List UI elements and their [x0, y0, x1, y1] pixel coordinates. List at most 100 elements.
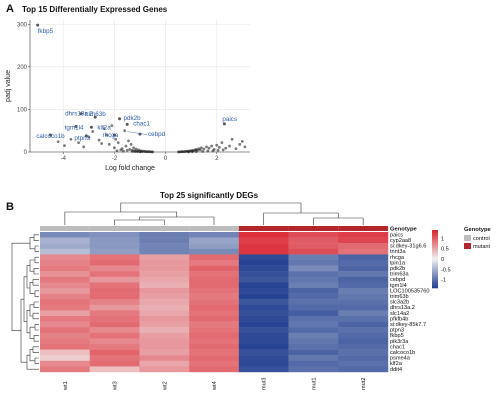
genotype-legend-label: mutant [473, 244, 491, 250]
heatmap-cell [189, 260, 240, 266]
heatmap-cell [189, 299, 240, 305]
data-point [56, 140, 60, 144]
data-point [87, 135, 91, 139]
row-label: pfkfb4b [390, 316, 408, 322]
y-tick-label: 100 [17, 107, 28, 113]
data-point [113, 146, 116, 150]
colorbar-segment [432, 251, 438, 254]
data-point [151, 150, 155, 154]
heatmap-cell [40, 321, 90, 328]
data-point [217, 145, 221, 149]
heatmap-cell [238, 360, 289, 367]
row-label: LOC100535760 [390, 288, 430, 294]
heatmap-cell [89, 338, 140, 345]
heatmap-cell [89, 248, 140, 255]
column-label: wt4 [212, 381, 218, 391]
data-point [139, 150, 142, 154]
heatmap-cell [40, 282, 90, 289]
colorbar-segment [432, 230, 438, 232]
heatmap-cell [288, 316, 339, 322]
heatmap-cell [139, 316, 190, 322]
heatmap-cell [189, 344, 240, 350]
heatmap-cell [189, 243, 240, 249]
data-point [134, 147, 138, 151]
data-point [100, 142, 104, 145]
heatmap-cell [189, 271, 240, 277]
heatmap-cell [189, 232, 240, 238]
heatmap-cell [238, 349, 289, 356]
colorbar-segment [432, 234, 438, 237]
data-point [82, 145, 86, 149]
colorbar-segment [432, 280, 438, 283]
data-point [215, 143, 219, 147]
heatmap-cell [139, 260, 190, 266]
heatmap-cell [40, 344, 90, 350]
heatmap-cell [89, 327, 140, 333]
data-point [133, 150, 137, 153]
data-point [240, 139, 244, 143]
colorbar-segment [432, 282, 438, 284]
heatmap-cell [238, 260, 289, 266]
data-point [116, 141, 120, 145]
heatmap-cell [139, 288, 190, 294]
column-dendrogram [64, 202, 364, 225]
heatmap-cell [139, 293, 190, 300]
gene-label: fkbp5 [38, 28, 54, 35]
colorbar-segment [432, 235, 438, 238]
genotype-cell [238, 226, 289, 231]
heatmap-cell [288, 366, 339, 373]
panel-a-letter: A [6, 3, 14, 15]
row-label: ptpn3 [390, 328, 404, 334]
colorbar-segment [432, 270, 438, 273]
data-point [243, 145, 247, 149]
genotype-cell [89, 226, 140, 231]
data-point [205, 145, 208, 149]
heatmap-cell [89, 232, 140, 238]
data-point [211, 149, 215, 153]
heatmap-cell [189, 349, 240, 356]
gene-label: cebpd [148, 131, 166, 138]
heatmap-cell [288, 349, 339, 356]
row-label: paics [390, 232, 403, 238]
data-point [132, 146, 136, 150]
data-point [138, 132, 142, 136]
heatmap-cell [288, 254, 339, 261]
heatmap-cell [288, 327, 339, 333]
data-point [202, 147, 206, 151]
x-tick-label: -4 [61, 156, 67, 162]
heatmap-cell [89, 237, 140, 244]
heatmap-cell [338, 237, 389, 244]
column-label: wt2 [162, 381, 168, 391]
heatmap-cell [288, 288, 339, 294]
colorbar-segment [432, 285, 438, 287]
dendrogram-branch [64, 211, 178, 225]
heatmap-cell [238, 243, 289, 249]
heatmap-cell [189, 360, 240, 367]
heatmap-cell [338, 349, 389, 356]
dendrogram-branch [26, 354, 39, 370]
colorbar-segment [432, 264, 438, 267]
dendrogram-branch [33, 335, 39, 342]
colorbar-segment [432, 272, 438, 274]
colorbar-tick-label: 0.5 [441, 247, 449, 253]
data-point [69, 137, 73, 141]
dendrogram-branch [33, 268, 39, 275]
colorbar-segment [432, 250, 438, 253]
colorbar-segment [432, 279, 438, 282]
heatmap-cell [89, 355, 140, 361]
dendrogram-branch [34, 245, 39, 252]
gene-label: ptpn3 [74, 135, 90, 142]
heatmap-cell [189, 282, 240, 289]
heatmap-cell [139, 237, 190, 244]
data-point [36, 23, 40, 27]
colorbar-segment [432, 253, 438, 255]
genotype-cell [338, 226, 388, 231]
data-point [222, 122, 226, 126]
data-point [107, 142, 111, 146]
heatmap-cell [338, 288, 389, 294]
colorbar-segment [432, 259, 438, 261]
row-label: si:dkey-85k7.7 [390, 322, 426, 328]
data-point [199, 146, 203, 150]
data-point [216, 148, 220, 152]
data-point [187, 150, 191, 154]
